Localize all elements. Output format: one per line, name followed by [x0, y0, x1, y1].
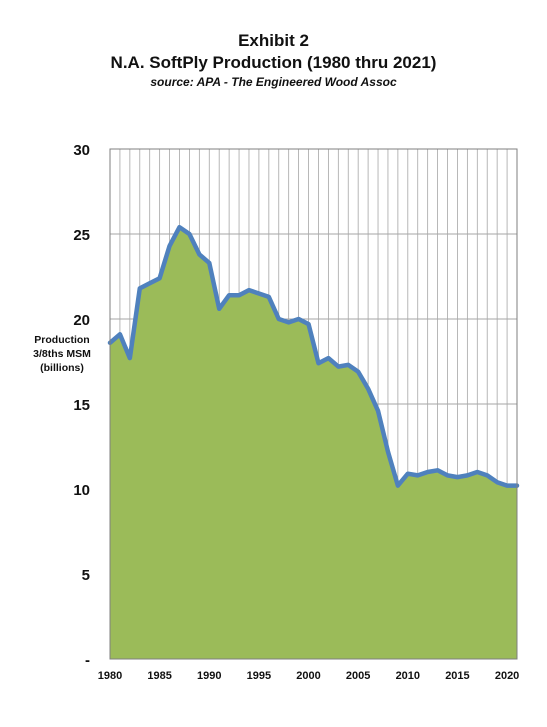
- chart-title-line-2: N.A. SoftPly Production (1980 thru 2021): [110, 53, 437, 72]
- y-tick-label: 30: [73, 142, 90, 159]
- y-tick-label: 5: [82, 567, 90, 584]
- chart-title-block: Exhibit 2 N.A. SoftPly Production (1980 …: [0, 30, 547, 90]
- x-tick-label: 1985: [147, 670, 171, 682]
- y-axis-label-line-3: (billions): [40, 362, 84, 374]
- chart-title-line-1: Exhibit 2: [238, 31, 309, 50]
- x-tick-label: 1995: [247, 670, 271, 682]
- x-tick-label: 2010: [396, 670, 420, 682]
- x-tick-label: 2005: [346, 670, 370, 682]
- y-tick-label: 25: [73, 227, 90, 244]
- x-tick-labels: 1980 1985 1990 1995 2000 2005 2010 2015 2020: [98, 670, 520, 682]
- x-tick-label: 2000: [296, 670, 320, 682]
- x-tick-label: 1990: [197, 670, 221, 682]
- y-tick-label: 10: [73, 482, 90, 499]
- x-tick-label: 1980: [98, 670, 122, 682]
- plot-frame: [109, 148, 518, 660]
- y-tick-label: -: [85, 652, 90, 669]
- production-area: [110, 227, 517, 659]
- y-tick-label: 20: [73, 312, 90, 329]
- production-line: [107, 224, 520, 488]
- x-tick-label: 2020: [495, 670, 519, 682]
- x-tick-label: 2015: [445, 670, 469, 682]
- y-axis-label-line-1: Production: [34, 334, 90, 346]
- y-tick-labels: - 5 10 15 20 25 30: [73, 142, 90, 669]
- y-tick-label: 15: [73, 397, 90, 414]
- chart-subtitle: source: APA - The Engineered Wood Assoc: [150, 75, 397, 89]
- y-axis-label: Production 3/8ths MSM (billions): [20, 333, 104, 375]
- y-axis-label-line-2: 3/8ths MSM: [33, 348, 91, 360]
